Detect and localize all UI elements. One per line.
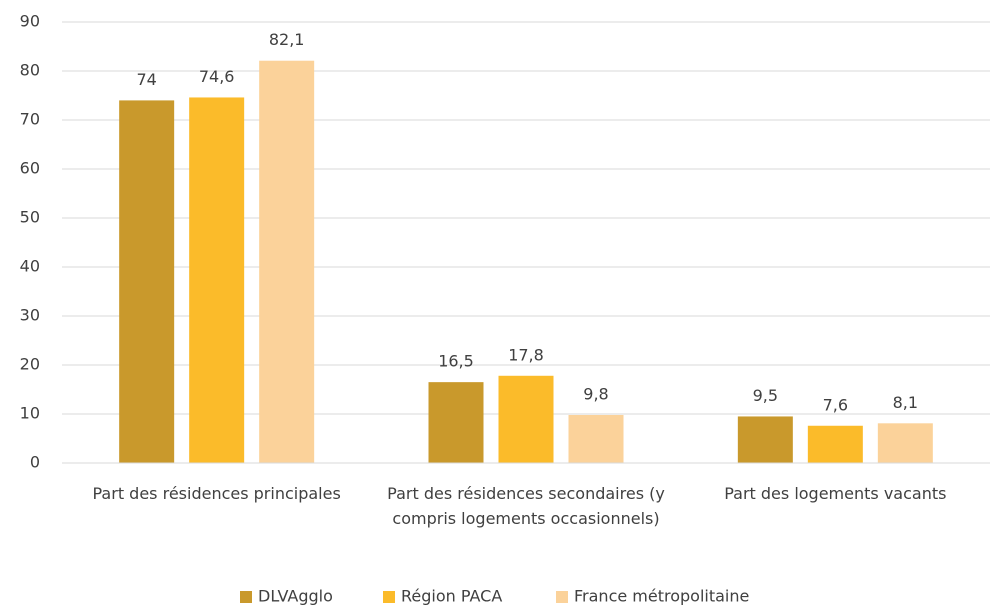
bar — [428, 382, 484, 463]
bar — [737, 416, 793, 463]
bar — [119, 100, 175, 464]
y-tick-label: 20 — [20, 355, 40, 374]
bar — [877, 423, 933, 463]
legend-swatch — [556, 591, 568, 603]
legend-swatch — [240, 591, 252, 603]
legend-label: Région PACA — [401, 587, 502, 606]
y-tick-label: 0 — [30, 453, 40, 472]
data-label: 16,5 — [438, 352, 474, 371]
bar — [807, 425, 863, 463]
x-tick-label: Part des résidences secondaires (y compr… — [387, 484, 665, 528]
y-tick-label: 90 — [20, 12, 40, 31]
y-tick-label: 70 — [20, 110, 40, 129]
bar — [189, 97, 245, 464]
y-tick-label: 80 — [20, 61, 40, 80]
data-label: 9,5 — [753, 386, 778, 405]
y-tick-label: 30 — [20, 306, 40, 325]
bar — [498, 375, 554, 463]
y-tick-label: 10 — [20, 404, 40, 423]
y-tick-label: 40 — [20, 257, 40, 276]
legend-swatch — [383, 591, 395, 603]
y-tick-label: 60 — [20, 159, 40, 178]
data-label: 7,6 — [823, 395, 848, 414]
y-tick-label: 50 — [20, 208, 40, 227]
data-label: 74,6 — [199, 67, 235, 86]
bar — [259, 60, 315, 464]
data-label: 17,8 — [508, 345, 544, 364]
data-label: 9,8 — [583, 384, 608, 403]
data-label: 74 — [136, 70, 156, 89]
bar — [568, 414, 624, 463]
data-label: 82,1 — [269, 30, 305, 49]
data-label: 8,1 — [893, 393, 918, 412]
legend-label: France métropolitaine — [574, 587, 749, 606]
x-tick-label: Part des logements vacants — [724, 484, 947, 503]
legend-label: DLVAgglo — [258, 587, 333, 606]
x-tick-label: Part des résidences principales — [92, 484, 341, 503]
